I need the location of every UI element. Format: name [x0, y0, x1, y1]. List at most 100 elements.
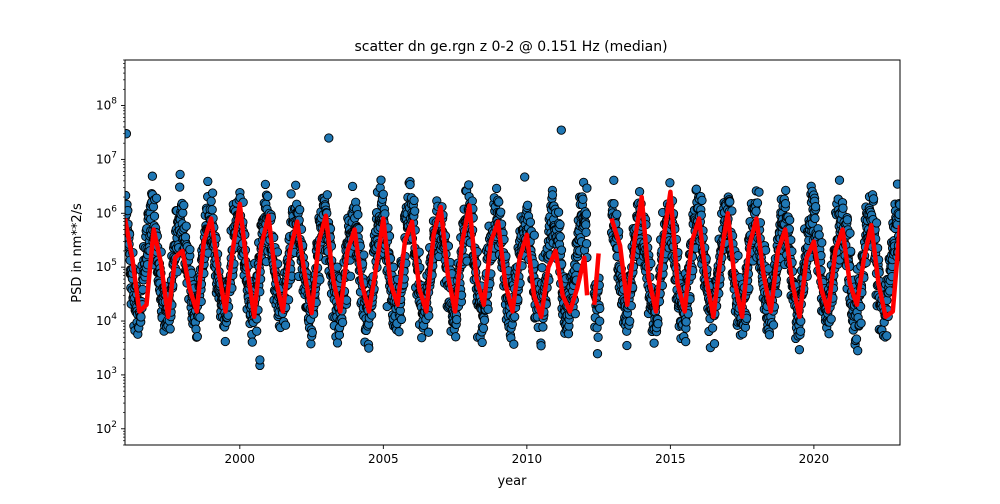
scatter-point	[563, 329, 574, 339]
scatter-point	[593, 332, 603, 342]
scatter-point	[536, 341, 546, 351]
scatter-point	[376, 175, 386, 185]
scatter-point	[653, 319, 663, 329]
scatter-point	[494, 197, 504, 207]
scatter-point	[868, 194, 879, 204]
scatter-point	[665, 178, 675, 188]
scatter-point	[247, 337, 257, 347]
scatter-point	[882, 331, 892, 341]
scatter-point	[612, 209, 622, 219]
scatter-point	[477, 337, 487, 348]
scatter-point	[538, 322, 548, 332]
scatter-point	[347, 181, 358, 192]
x-tick-label: 2000	[225, 452, 256, 466]
scatter-point	[795, 326, 806, 336]
scatter-point	[332, 338, 343, 348]
scatter-point	[581, 209, 592, 219]
scatter-point	[337, 317, 348, 328]
scatter-point	[856, 318, 866, 328]
scatter-point	[814, 230, 824, 240]
scatter-point	[794, 345, 805, 355]
scatter-point	[478, 323, 489, 333]
scatter-point	[405, 179, 415, 190]
scatter-point	[780, 199, 791, 209]
scatter-point	[609, 175, 619, 185]
scatter-point	[479, 315, 490, 325]
scatter-point	[785, 215, 795, 225]
scatter-point	[556, 125, 566, 135]
scatter-point	[207, 205, 217, 215]
scatter-point	[149, 211, 160, 221]
scatter-point	[754, 187, 764, 197]
scatter-point	[834, 175, 845, 185]
scatter-point	[649, 338, 659, 348]
scatter-point	[609, 199, 619, 209]
x-tick-label: 2010	[512, 452, 543, 466]
scatter-point	[817, 238, 827, 248]
scatter-point	[634, 187, 645, 197]
scatter-point	[764, 330, 775, 340]
scatter-point	[260, 179, 271, 190]
scatter-point	[364, 343, 374, 353]
scatter-point	[510, 312, 520, 322]
scatter-point	[491, 183, 502, 194]
scatter-point	[781, 185, 791, 196]
scatter-point	[136, 312, 146, 322]
scatter-point	[845, 228, 855, 238]
scatter-point	[203, 176, 213, 187]
scatter-point	[529, 230, 539, 240]
scatter-point	[522, 200, 533, 210]
scatter-point	[520, 172, 530, 182]
scatter-point	[286, 189, 296, 199]
scatter-point	[306, 339, 316, 349]
scatter-point	[810, 202, 821, 212]
scatter-point	[252, 326, 262, 336]
scatter-point	[396, 314, 407, 325]
scatter-point	[725, 197, 735, 207]
scatter-point	[353, 209, 363, 220]
scatter-point	[359, 250, 369, 260]
scatter-point	[581, 239, 592, 249]
scatter-point	[410, 206, 420, 216]
scatter-point	[555, 232, 565, 242]
scatter-point	[768, 320, 779, 330]
scatter-point	[322, 190, 332, 200]
scatter-point	[751, 206, 761, 216]
scatter-point	[464, 180, 474, 190]
scatter-point	[263, 191, 273, 202]
scatter-point	[180, 232, 191, 242]
scatter-point	[842, 215, 853, 225]
scatter-point	[681, 317, 691, 327]
scatter-point	[291, 180, 301, 190]
scatter-point	[582, 183, 592, 193]
scatter-point	[709, 339, 720, 349]
scatter-point	[378, 189, 388, 199]
scatter-point	[207, 188, 218, 198]
scatter-point	[697, 195, 707, 206]
x-tick-label: 2015	[655, 452, 686, 466]
scatter-point	[125, 190, 131, 201]
scatter-point	[871, 218, 882, 228]
scatter-point	[851, 334, 862, 344]
scatter-point	[451, 332, 461, 342]
scatter-point	[452, 314, 462, 325]
scatter-point	[255, 355, 265, 365]
scatter-point	[409, 195, 419, 206]
y-axis-label: PSD in nm**2/s	[70, 203, 85, 303]
scatter-point	[578, 194, 588, 204]
scatter-point	[838, 203, 848, 213]
scatter-point	[181, 221, 191, 231]
x-axis-label: year	[497, 474, 527, 489]
scatter-point	[175, 182, 185, 192]
scatter-point	[185, 244, 195, 255]
scatter-point	[707, 323, 718, 333]
scatter-point	[175, 169, 185, 180]
scatter-point	[810, 213, 820, 224]
scatter-point	[206, 196, 216, 206]
scatter-point	[681, 336, 691, 347]
scatter-point	[537, 263, 547, 273]
scatter-point	[151, 193, 162, 203]
scatter-point	[853, 346, 863, 356]
